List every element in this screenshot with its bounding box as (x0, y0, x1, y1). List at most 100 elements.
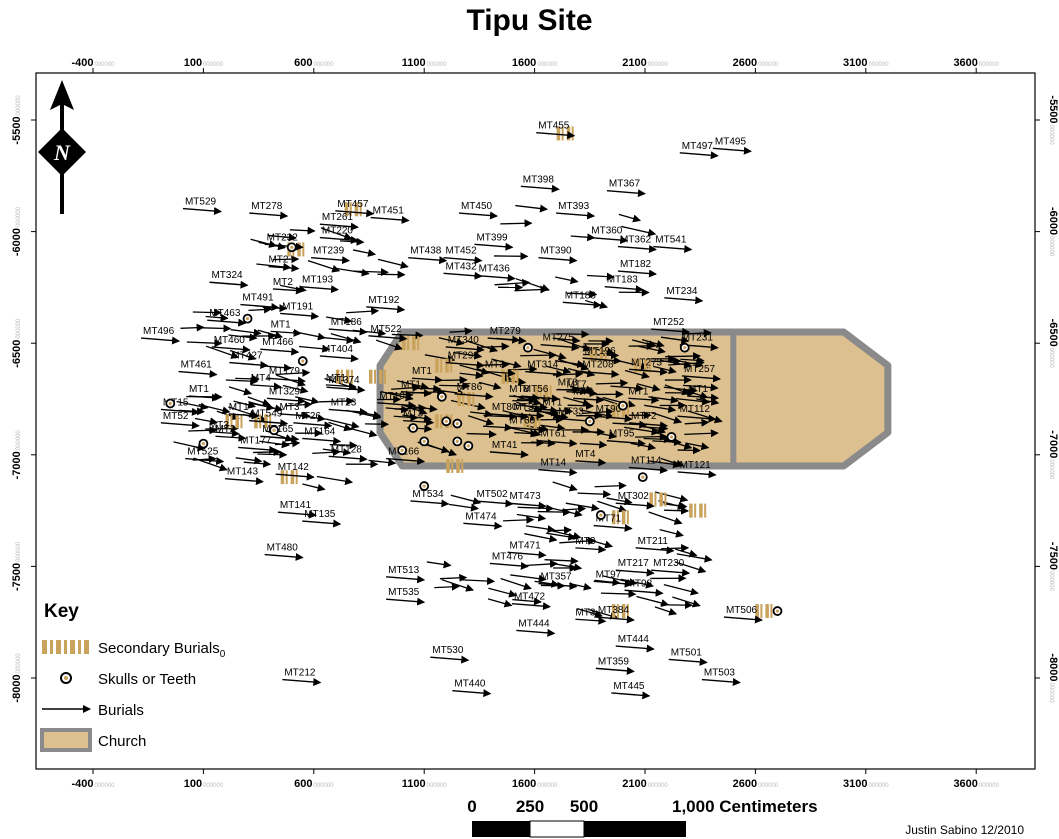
burial-label: MT438 (410, 246, 442, 257)
burial-arrow (386, 597, 426, 606)
burial-arrow (452, 689, 492, 698)
burial-label: MT491 (242, 293, 274, 304)
burial-arrow (478, 381, 502, 391)
skull-marker-center (641, 475, 645, 479)
burial-arrow (173, 441, 206, 452)
burial-arrow (635, 432, 668, 441)
burial-arrow (176, 400, 209, 411)
skull-marker-center (683, 346, 687, 350)
burial-label: MT52 (163, 411, 189, 422)
burial-arrow (696, 397, 720, 406)
secondary-burial-mark (350, 369, 353, 384)
burial-arrow (445, 361, 485, 370)
burial-arrow (635, 546, 675, 555)
burial-label: MT23 (331, 397, 357, 408)
skull-marker-center (301, 359, 305, 363)
burial-arrow (509, 427, 542, 438)
burial-arrow (386, 457, 426, 466)
secondary-burial-mark (440, 414, 443, 429)
secondary-burial-mark (269, 414, 272, 429)
burial-label: MT257 (684, 364, 716, 375)
legend-burial-label: Burials (98, 702, 144, 719)
secondary-burial-mark (285, 470, 288, 485)
burial-label: MT432 (446, 261, 478, 272)
burial-arrow (597, 500, 627, 513)
burial-label: MT14 (540, 458, 566, 469)
burial-arrow (403, 418, 435, 427)
secondary-burial-mark (457, 392, 461, 406)
skull-marker-center (168, 401, 172, 406)
burial-label: MT399 (476, 232, 508, 243)
secondary-burial-mark (770, 604, 773, 619)
burial-label: MT193 (302, 275, 334, 286)
burial-arrow (182, 207, 222, 216)
secondary-burial-mark (523, 414, 528, 429)
secondary-burial-mark (297, 242, 301, 257)
burial-arrow (487, 598, 513, 608)
skulls-or-teeth (165, 242, 783, 616)
secondary-burial-mark (571, 126, 574, 141)
burial-label: MT534 (412, 489, 444, 500)
burial-arrow (675, 397, 711, 406)
secondary-burial-mark (561, 126, 564, 141)
burial-arrow (346, 307, 380, 316)
secondary-burial-mark (230, 414, 233, 429)
secondary-burial-mark (533, 414, 538, 429)
burial-arrow (441, 579, 475, 592)
burial-arrow (268, 264, 300, 273)
north-letter: N (53, 140, 71, 165)
burial-label: MT3 (209, 420, 229, 431)
burial-label: MT90 (596, 404, 622, 415)
burial-arrow (248, 305, 273, 314)
secondary-burial-mark (445, 358, 449, 373)
burial-arrow (563, 396, 591, 407)
scale-segment-3 (584, 821, 686, 837)
burial-arrow (617, 269, 657, 278)
burial-label: MT95 (609, 429, 635, 440)
burial-arrow (270, 328, 302, 337)
secondary-burial-mark (689, 503, 693, 518)
burial-label: MT495 (715, 136, 747, 147)
burial-arrow (377, 258, 409, 269)
burial-arrow (482, 423, 513, 432)
burial-arrow (353, 268, 389, 277)
burial-label: MT230 (653, 558, 685, 569)
burial-arrow (515, 204, 549, 213)
secondary-burial-mark (538, 414, 541, 429)
secondary-burial-mark (611, 403, 616, 418)
burial-arrow (567, 290, 598, 299)
skull-marker-center (422, 439, 426, 444)
burial-arrow (330, 332, 362, 345)
secondary-burial-mark (765, 604, 769, 619)
secondary-burial-mark (556, 126, 561, 141)
burial-label: MT461 (181, 360, 213, 371)
burial-arrow (533, 348, 567, 361)
x-tick-label: 3100000000 (843, 57, 889, 69)
burial-label: MT451 (373, 206, 405, 217)
burial-arrow (668, 440, 693, 450)
burial-arrow (684, 418, 710, 427)
burial-arrow (536, 131, 576, 140)
burial-arrow (594, 481, 627, 490)
burial-arrow (298, 344, 331, 353)
burial-arrow (274, 439, 301, 448)
north-arrow-icon: N (38, 80, 86, 214)
burial-arrow (368, 458, 397, 467)
burial-arrow (366, 305, 406, 314)
burial-label: MT450 (461, 201, 493, 212)
burial-arrow (186, 339, 223, 348)
secondary-burial-mark (302, 242, 305, 257)
burial-label: MT232 (267, 232, 299, 243)
burial-arrow (160, 421, 200, 430)
burial-label: MT2 (273, 277, 293, 288)
burial-arrow (319, 354, 359, 363)
burial-arrow (500, 577, 532, 591)
burial-label: MT1 (688, 384, 708, 395)
burial-arrow (559, 359, 590, 371)
skull-marker-center (422, 484, 426, 488)
burial-label: MT476 (492, 551, 524, 562)
secondary-burial-mark (516, 369, 519, 384)
burial-arrow (208, 429, 240, 438)
secondary-burial-mark (654, 492, 657, 507)
secondary-burial-mark (760, 604, 763, 619)
